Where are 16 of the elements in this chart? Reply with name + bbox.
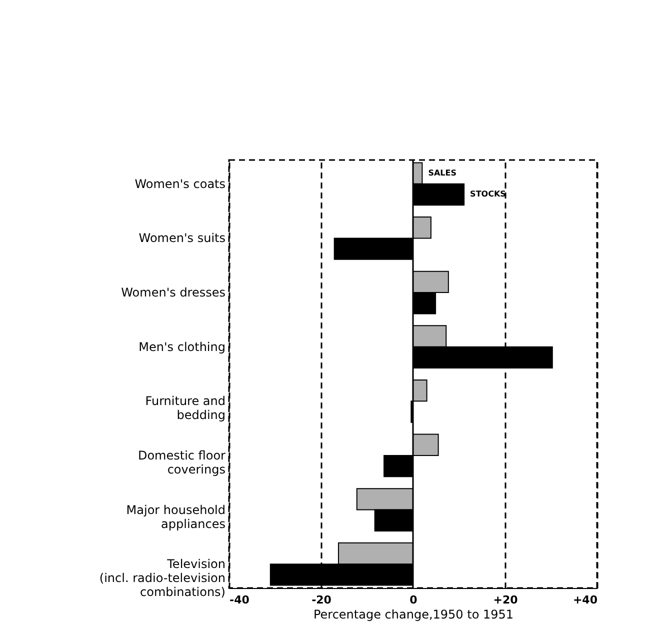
y-tick-label: Women's suits bbox=[138, 231, 226, 246]
series-label: SALES bbox=[428, 168, 457, 178]
series-label: STOCKS bbox=[470, 189, 506, 198]
y-tick-label: Women's coats bbox=[134, 176, 226, 191]
y-tick-label: Women's dresses bbox=[121, 286, 226, 300]
x-axis-title: Percentage change,1950 to 1951 bbox=[313, 608, 514, 622]
x-tick-label: 0 bbox=[410, 594, 418, 606]
x-tick-label: -20 bbox=[312, 594, 332, 606]
y-tick-label: Men's clothing bbox=[138, 340, 226, 354]
x-tick-label: +20 bbox=[493, 594, 518, 606]
y-tick-label: Domestic floor coverings bbox=[138, 448, 226, 476]
x-tick-label: -40 bbox=[230, 594, 250, 606]
y-tick-label: Major household appliances bbox=[126, 502, 226, 531]
x-tick-label: +40 bbox=[572, 594, 598, 606]
y-tick-label: Television (incl. radio-television combinations) bbox=[99, 557, 226, 600]
y-tick-label: Furniture and bedding bbox=[145, 394, 226, 422]
